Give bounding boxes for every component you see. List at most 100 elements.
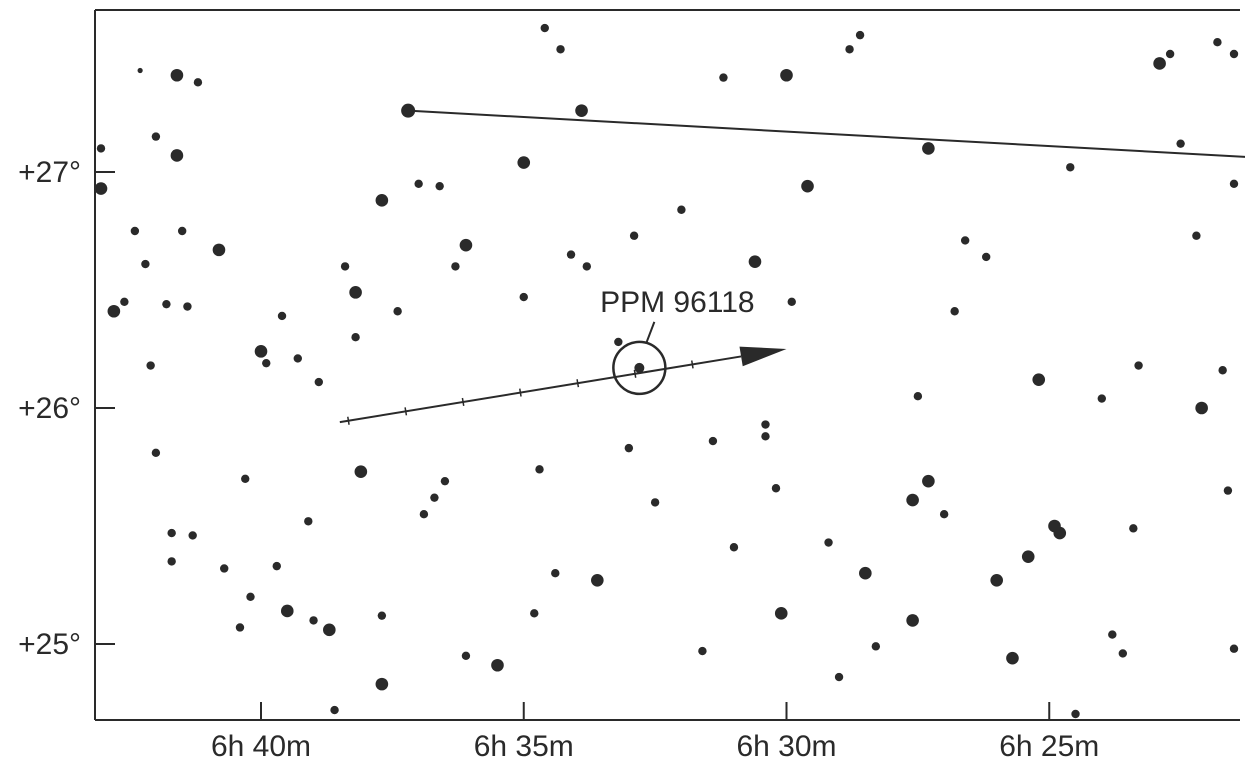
star bbox=[780, 68, 793, 82]
star bbox=[540, 23, 549, 33]
annotation-layer: PPM 96118 bbox=[339, 286, 787, 425]
star bbox=[375, 677, 389, 691]
path-tick bbox=[404, 407, 408, 416]
x-tick-label: 6h 30m bbox=[736, 730, 836, 763]
star bbox=[551, 569, 560, 578]
target-label: PPM 96118 bbox=[600, 286, 755, 319]
star bbox=[241, 474, 250, 483]
star bbox=[107, 304, 121, 318]
star bbox=[729, 543, 739, 552]
star bbox=[650, 498, 660, 507]
star bbox=[137, 67, 143, 74]
star bbox=[393, 307, 402, 316]
target-star bbox=[634, 362, 645, 373]
star bbox=[280, 604, 294, 618]
star bbox=[1108, 630, 1117, 639]
star bbox=[440, 476, 450, 486]
star bbox=[246, 592, 255, 601]
star bbox=[771, 484, 781, 493]
star bbox=[1213, 38, 1222, 47]
star bbox=[377, 611, 387, 620]
star bbox=[146, 361, 155, 370]
star bbox=[698, 646, 707, 656]
label-leader bbox=[645, 321, 656, 344]
star bbox=[120, 297, 129, 306]
star bbox=[304, 517, 313, 526]
star bbox=[748, 255, 762, 268]
star bbox=[1097, 394, 1107, 403]
star bbox=[855, 30, 865, 40]
star bbox=[575, 104, 588, 117]
star bbox=[188, 531, 197, 540]
star bbox=[1118, 649, 1128, 658]
star bbox=[1192, 231, 1201, 240]
star bbox=[906, 493, 919, 507]
star bbox=[1134, 361, 1143, 370]
star bbox=[629, 231, 639, 240]
star bbox=[262, 358, 271, 368]
star bbox=[677, 205, 686, 214]
star bbox=[517, 156, 531, 169]
star bbox=[96, 144, 106, 153]
star bbox=[435, 181, 444, 191]
star bbox=[349, 286, 362, 299]
asterism-line bbox=[408, 109, 1245, 158]
star bbox=[459, 238, 473, 252]
star bbox=[235, 623, 245, 632]
path-tick bbox=[519, 388, 522, 397]
star bbox=[801, 179, 814, 193]
star bbox=[859, 566, 872, 580]
star bbox=[130, 226, 140, 236]
star bbox=[708, 436, 718, 446]
star bbox=[1229, 49, 1239, 59]
star bbox=[254, 345, 268, 358]
star bbox=[183, 302, 192, 311]
star bbox=[220, 564, 229, 573]
star bbox=[614, 337, 623, 347]
star bbox=[834, 672, 844, 682]
star bbox=[1021, 550, 1035, 563]
arrow-head bbox=[739, 346, 787, 367]
star bbox=[1165, 49, 1175, 59]
star bbox=[566, 250, 576, 259]
x-tick-label: 6h 40m bbox=[211, 730, 311, 763]
star bbox=[177, 226, 187, 236]
asterism-star bbox=[401, 103, 416, 118]
star bbox=[787, 297, 796, 306]
star bbox=[170, 68, 184, 82]
star bbox=[1006, 651, 1019, 665]
star bbox=[272, 561, 281, 571]
star bbox=[913, 392, 923, 401]
y-tick-label: +27° bbox=[18, 156, 81, 189]
x-tick-label: 6h 35m bbox=[474, 730, 574, 763]
path-tick bbox=[461, 397, 465, 407]
star bbox=[922, 474, 935, 488]
star bbox=[151, 448, 161, 458]
path-tick bbox=[633, 369, 637, 378]
star bbox=[375, 194, 389, 207]
star bbox=[556, 45, 565, 54]
star bbox=[167, 557, 176, 566]
star bbox=[774, 607, 788, 620]
axis-ticks: 6h 40m 6h 35m 6h 30m 6h 25m +27° +26° +25° bbox=[18, 156, 1099, 763]
target-ring bbox=[612, 340, 667, 396]
star bbox=[535, 465, 544, 474]
star bbox=[1229, 179, 1239, 188]
star bbox=[293, 354, 302, 363]
star bbox=[1195, 401, 1208, 415]
star bbox=[414, 179, 423, 188]
star bbox=[170, 149, 184, 162]
star bbox=[939, 510, 949, 519]
path-tick bbox=[347, 416, 350, 425]
star bbox=[323, 623, 336, 637]
path-tick bbox=[690, 360, 694, 369]
star bbox=[167, 528, 176, 538]
star bbox=[906, 614, 919, 627]
star-field bbox=[94, 23, 1239, 719]
star bbox=[960, 236, 970, 245]
star bbox=[430, 493, 439, 502]
star bbox=[1032, 373, 1046, 386]
star bbox=[519, 292, 528, 302]
star bbox=[845, 45, 854, 54]
